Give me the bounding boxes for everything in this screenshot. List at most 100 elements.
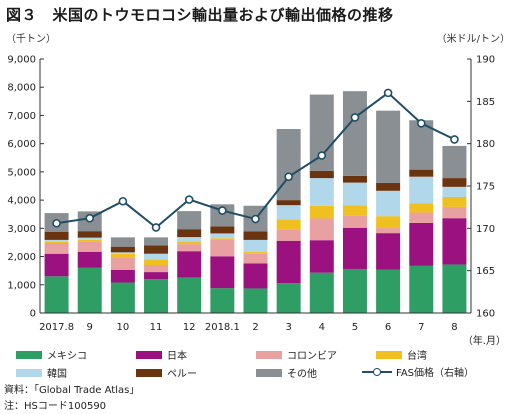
x-tick-label: 10 (117, 322, 130, 333)
bar-segment (409, 222, 434, 266)
x-tick-label: 7 (418, 322, 424, 333)
bar-segment (309, 178, 334, 206)
bar-segment (409, 203, 434, 213)
bar-segment (44, 241, 69, 244)
bar-segment (144, 265, 169, 273)
bar-segment (77, 251, 102, 268)
x-tick-label: 11 (150, 322, 163, 333)
chart-title: 図３ 米国のトウモロコシ輸出量および輸出価格の推移 (6, 6, 394, 24)
bar-segment (177, 229, 202, 238)
left-tick-label: 6,000 (7, 139, 36, 150)
bar-segment (276, 229, 301, 241)
bar-segment (210, 256, 235, 289)
bar-segment (44, 243, 69, 254)
fas-price-point (416, 119, 426, 128)
bar-segment (110, 237, 135, 247)
right-tick-label: 185 (476, 97, 495, 108)
left-tick-label: 9,000 (7, 55, 36, 66)
fas-price-point (52, 218, 61, 228)
bar-segment (342, 205, 367, 216)
left-tick-label: 0 (30, 309, 36, 320)
bar-segment (110, 257, 135, 270)
bar-segment (409, 169, 434, 177)
bar-segment (44, 253, 69, 277)
bar-segment (77, 237, 102, 240)
x-tick-label: 6 (385, 322, 391, 333)
right-tick-label: 190 (476, 55, 495, 66)
fas-price-point (383, 88, 393, 98)
left-tick-label: 4,000 (7, 196, 36, 207)
bar-segment (309, 240, 334, 273)
x-tick-label: 5 (352, 322, 358, 333)
bar-segment (342, 227, 367, 269)
bar-segment (110, 253, 135, 258)
bar-segment (376, 216, 401, 229)
bar-segment (342, 215, 367, 228)
x-tick-label: 8 (451, 322, 457, 333)
bar-segment (276, 283, 301, 313)
bar-segment (376, 182, 401, 191)
left-tick-label: 2,000 (7, 252, 36, 263)
fas-price-point (218, 206, 227, 215)
fas-price-point (118, 196, 128, 206)
bar-segment (376, 110, 401, 183)
fas-price-point (284, 172, 293, 181)
bar-segment (376, 190, 401, 217)
bar-segment (342, 182, 367, 206)
x-tick-label: 9 (87, 322, 93, 333)
bar-segment (342, 175, 367, 183)
bar-segment (442, 145, 467, 179)
footnote: 注：HSコード100590 (4, 401, 107, 412)
bar-segment (144, 253, 169, 260)
bar-segment (409, 265, 434, 313)
bar-segment (243, 263, 268, 289)
bar-segment (177, 251, 202, 278)
bar-segment (276, 128, 301, 201)
bar-segment (110, 246, 135, 253)
bar-segment (243, 239, 268, 253)
bar-segment (243, 288, 268, 313)
fas-price-point (450, 135, 459, 144)
bar-segment (177, 237, 202, 242)
fas-price-point (251, 214, 260, 224)
x-tick-label: 2 (252, 322, 258, 333)
bar-segment (376, 233, 401, 270)
bar-segment (409, 120, 434, 170)
bar-segment (442, 178, 467, 187)
x-tick-label: 2017.8 (39, 322, 74, 333)
bar-segment (409, 212, 434, 223)
bar-segment (210, 238, 235, 240)
bar-segment (243, 253, 268, 264)
bar-segment (342, 268, 367, 313)
fas-price-point (151, 223, 161, 232)
bar-segment (409, 176, 434, 204)
bar-segment (144, 279, 169, 313)
left-tick-label: 5,000 (7, 167, 36, 178)
x-tick-label: 2018.1 (205, 322, 240, 333)
left-tick-label: 3,000 (7, 224, 36, 235)
bar-segment (44, 276, 69, 313)
x-tick-label: 4 (319, 322, 325, 333)
left-axis-unit: （千トン） (6, 34, 56, 45)
bar-segment (77, 267, 102, 313)
bar-segment (177, 277, 202, 313)
x-tick-label: 12 (183, 322, 196, 333)
bar-segment (276, 200, 301, 206)
right-tick-label: 175 (476, 182, 495, 193)
bar-segment (276, 240, 301, 284)
left-tick-label: 8,000 (7, 83, 36, 94)
bar-segment (110, 282, 135, 313)
bar-segment (110, 252, 135, 254)
right-tick-label: 170 (476, 224, 495, 235)
left-tick-label: 1,000 (7, 280, 36, 291)
bar-segment (376, 269, 401, 313)
bar-segment (77, 239, 102, 242)
bar-segment (309, 272, 334, 313)
x-axis-unit: （年.月） (462, 336, 506, 347)
bar-segment (77, 231, 102, 238)
bar-segment (210, 288, 235, 313)
bar-segment (210, 233, 235, 239)
right-tick-label: 160 (476, 309, 495, 320)
source-note: 資料：「Global Trade Atlas」 (4, 385, 140, 396)
bar-segment (276, 205, 301, 220)
